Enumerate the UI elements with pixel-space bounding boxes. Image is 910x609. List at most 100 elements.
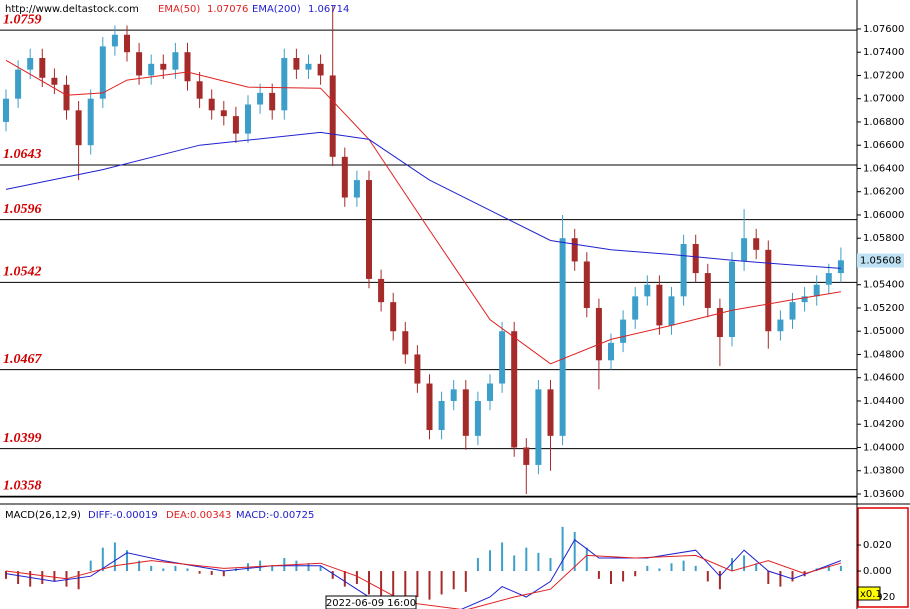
- y-tick-label: 1.06000: [863, 210, 904, 221]
- candle-body: [765, 249, 772, 332]
- candle-body: [390, 302, 397, 332]
- level-label: 1.0399: [3, 431, 42, 446]
- candle-body: [378, 278, 385, 303]
- y-tick-label: 1.04400: [863, 396, 904, 407]
- legend-value: 1.06714: [308, 4, 349, 15]
- time-label-box: [325, 595, 417, 609]
- y-tick-label: 1.07600: [863, 24, 904, 35]
- candle-body: [63, 84, 70, 111]
- candle-body: [753, 238, 760, 250]
- candle-body: [99, 46, 106, 99]
- candle-body: [692, 244, 699, 274]
- candle-body: [329, 75, 336, 157]
- candle-body: [499, 331, 506, 384]
- overlay: http://www.deltastock.com EMA(50) 1.0707…: [3, 4, 904, 609]
- candle-body: [27, 58, 34, 70]
- y-tick-label: 1.05800: [863, 233, 904, 244]
- candle-body: [450, 389, 457, 401]
- y-tick-label: 1.03600: [863, 489, 904, 500]
- source: http://www.deltastock.com: [5, 4, 139, 15]
- candle-body: [148, 63, 155, 76]
- candle-body: [801, 296, 808, 303]
- macd-label: DEA:0.00343: [166, 510, 231, 521]
- candle-body: [656, 284, 663, 326]
- macd-plot: [5, 526, 842, 609]
- level-label: 1.0759: [3, 12, 42, 27]
- candle-body: [704, 273, 711, 308]
- macd-title: MACD(26,12,9): [5, 510, 81, 521]
- candle-body: [777, 319, 784, 332]
- candle-body: [571, 238, 578, 262]
- candle-body: [402, 331, 409, 355]
- candle-body: [196, 81, 203, 99]
- level-label: 1.0358: [3, 479, 42, 494]
- y-tick-label: 1.05000: [863, 326, 904, 337]
- y-tick-label: 1.06200: [863, 187, 904, 198]
- price-label-box: [857, 253, 904, 268]
- candle-body: [111, 34, 118, 47]
- candle-body: [426, 383, 433, 431]
- y-tick-label: 1.06800: [863, 117, 904, 128]
- legend-name: EMA(200): [252, 4, 301, 15]
- candle-body: [160, 63, 167, 70]
- candle-body: [644, 284, 651, 297]
- indicator-line: [5, 59, 841, 365]
- candle-body: [293, 58, 300, 70]
- level-label: 1.0643: [3, 147, 42, 162]
- candle-body: [716, 307, 723, 338]
- y-tick-label: 1.06400: [863, 163, 904, 174]
- candle-body: [813, 284, 820, 297]
- candle-body: [124, 34, 130, 53]
- y-tick-label: 1.04600: [863, 373, 904, 384]
- scale-box: [857, 586, 881, 601]
- candle-body: [51, 77, 58, 85]
- y-tick-label: 1.07200: [863, 70, 904, 81]
- scale-note: x0.1: [860, 589, 882, 600]
- y-tick-label: 1.05200: [863, 303, 904, 314]
- candle-body: [414, 354, 421, 384]
- candle-body: [620, 319, 627, 343]
- candle-body: [257, 92, 264, 105]
- candle-body: [729, 261, 735, 338]
- macd-label: MACD:-0.00725: [236, 510, 314, 521]
- price-label: 1.05608: [860, 256, 901, 267]
- candle-body: [487, 383, 493, 401]
- legend-name: EMA(50): [158, 4, 200, 15]
- candle-body: [547, 389, 554, 436]
- candle-body: [595, 307, 602, 361]
- level-label: 1.0596: [3, 202, 42, 217]
- candle-body: [535, 389, 542, 465]
- candle-body: [3, 98, 9, 122]
- candle-body: [232, 116, 239, 134]
- candle-body: [825, 273, 832, 285]
- candle-body: [474, 400, 481, 436]
- y-tick-label: 1.06600: [863, 140, 904, 151]
- candle-body: [305, 63, 312, 70]
- x-tick-label: 2022-06-09 16:00: [326, 598, 416, 609]
- candle-body: [172, 52, 179, 70]
- indicator-line: [5, 539, 842, 609]
- y-tick-label: 1.05400: [863, 280, 904, 291]
- candle-body: [523, 447, 530, 465]
- y-tick-label: 1.04000: [863, 442, 904, 453]
- candle-body: [559, 238, 566, 436]
- candle-body: [632, 296, 639, 320]
- legend-value: 1.07076: [207, 4, 248, 15]
- candle-body: [680, 244, 687, 297]
- candle-body: [837, 260, 844, 274]
- candle-body: [741, 238, 748, 262]
- level-label: 1.0467: [3, 352, 43, 367]
- candle-body: [15, 69, 22, 99]
- candle-body: [668, 296, 675, 326]
- level-label: 1.0542: [3, 265, 42, 280]
- candle-body: [341, 156, 348, 198]
- candle-body: [245, 104, 251, 134]
- y-tick-label: 0.000: [863, 566, 892, 577]
- candle-body: [511, 331, 518, 448]
- main-plot: [0, 5, 857, 497]
- y-tick-label: 1.07400: [863, 47, 904, 58]
- candle-body: [317, 63, 324, 76]
- candle-body: [269, 92, 276, 111]
- macd-label: DIFF:-0.00019: [88, 510, 158, 521]
